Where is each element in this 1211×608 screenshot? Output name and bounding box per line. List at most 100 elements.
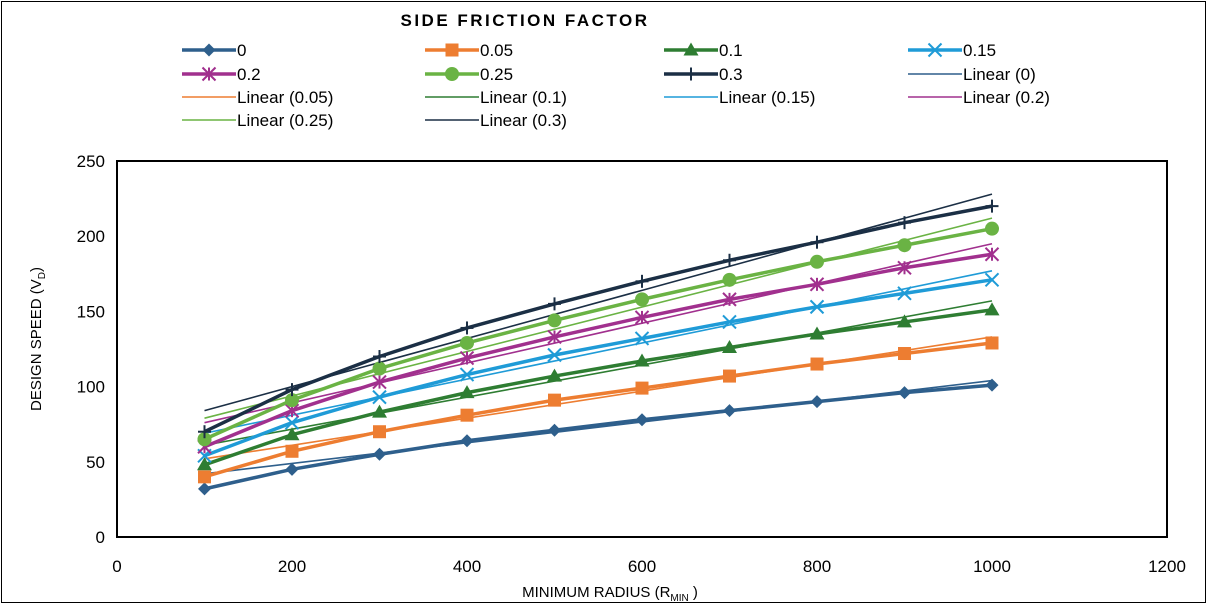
- data-point: [373, 447, 386, 461]
- data-point: [722, 339, 737, 353]
- data-point: [809, 326, 825, 340]
- data-point: [985, 221, 999, 236]
- legend-label: 0.1: [719, 41, 743, 60]
- y-axis-ticks: 0 50 100 150 200 250: [77, 152, 105, 547]
- data-point: [898, 347, 911, 361]
- data-point: [722, 314, 737, 330]
- data-point: [459, 350, 475, 366]
- series-line: [203, 204, 993, 434]
- data-point: [547, 347, 562, 363]
- x-tick-label: 600: [628, 557, 656, 576]
- data-point: [634, 353, 650, 367]
- x-tick-label: 0: [112, 557, 121, 576]
- data-point: [372, 374, 387, 390]
- data-point: [984, 302, 1000, 316]
- data-point: [723, 404, 736, 418]
- trendline: [204, 300, 993, 447]
- data-point: [984, 272, 1000, 288]
- data-point: [984, 247, 1000, 262]
- chart-title: SIDE FRICTION FACTOR: [401, 11, 650, 30]
- data-point: [635, 274, 649, 288]
- legend-label: Linear (0.3): [480, 111, 567, 130]
- data-point: [548, 393, 561, 407]
- data-point: [985, 199, 999, 213]
- data-point: [372, 361, 387, 376]
- legend-label: 0.3: [719, 65, 743, 84]
- legend-entry: Linear (0.3): [425, 111, 567, 130]
- legend-marker: [201, 66, 217, 82]
- data-point: [897, 238, 912, 253]
- legend-entry: Linear (0.1): [425, 88, 567, 107]
- series-0: [198, 378, 999, 496]
- legend-entry: 0.2: [182, 65, 261, 84]
- data-point: [897, 314, 912, 328]
- legend-label: 0.15: [963, 41, 996, 60]
- data-point: [285, 393, 299, 408]
- data-point: [198, 482, 211, 496]
- data-point: [459, 367, 475, 382]
- data-point: [284, 415, 300, 430]
- legend-label: 0.25: [480, 65, 513, 84]
- legend-marker: [445, 67, 459, 81]
- legend-label: Linear (0): [963, 65, 1036, 84]
- legend-entry: 0.15: [908, 41, 996, 60]
- legend-label: 0.2: [237, 65, 261, 84]
- x-tick-label: 800: [803, 557, 831, 576]
- series-line: [203, 278, 993, 458]
- series-3: [197, 272, 1000, 463]
- legend-marker: [445, 43, 459, 57]
- data-point: [722, 292, 737, 307]
- series-line: [203, 308, 993, 467]
- legend-label: Linear (0.1): [480, 88, 567, 107]
- series: [197, 199, 1000, 496]
- series-4: [197, 247, 1000, 454]
- trendline: [204, 336, 993, 460]
- data-point: [197, 432, 212, 447]
- data-point: [547, 313, 562, 328]
- y-tick-label: 50: [86, 453, 105, 472]
- data-point: [373, 350, 386, 364]
- series-line: [203, 226, 993, 441]
- data-point: [723, 369, 736, 383]
- legend-marker: [927, 42, 943, 58]
- legend-entry: 0.05: [425, 41, 513, 60]
- y-axis-label: DESIGN SPEED (VD): [28, 267, 48, 411]
- legend-entry: Linear (0.2): [908, 88, 1050, 107]
- y-tick-label: 250: [77, 152, 105, 171]
- data-point: [635, 381, 649, 395]
- series-2: [197, 302, 1000, 471]
- trendlines: [204, 193, 993, 475]
- data-point: [547, 368, 562, 382]
- data-point: [285, 444, 299, 458]
- data-point: [985, 336, 999, 350]
- data-point: [285, 462, 299, 476]
- data-point: [459, 385, 475, 399]
- legend-label: Linear (0.2): [963, 88, 1050, 107]
- legend-entry: 0.25: [425, 65, 513, 84]
- legend-entry: Linear (0.25): [182, 111, 333, 130]
- legend-label: 0: [237, 41, 246, 60]
- series-line: [203, 252, 993, 449]
- data-point: [285, 383, 299, 397]
- data-point: [548, 423, 561, 437]
- y-tick-label: 150: [77, 302, 105, 321]
- data-point: [372, 404, 387, 418]
- legend-marker: [202, 43, 216, 57]
- data-point: [810, 254, 824, 269]
- legend-entry: Linear (0.05): [182, 88, 333, 107]
- legend: 0 0.05 0.1 0.15 0.2 0.25 0.3 Linear (0) Linear (…: [182, 41, 1050, 130]
- series-5: [197, 221, 999, 447]
- data-point: [547, 329, 562, 345]
- data-point: [198, 425, 211, 439]
- legend-label: Linear (0.25): [237, 111, 333, 130]
- x-tick-label: 400: [453, 557, 481, 576]
- data-point: [985, 378, 999, 392]
- x-tick-label: 200: [278, 557, 306, 576]
- data-point: [284, 427, 300, 441]
- data-point: [809, 277, 825, 292]
- series-line: [204, 383, 993, 491]
- legend-label: Linear (0.05): [237, 88, 333, 107]
- legend-entry: 0.3: [664, 65, 743, 84]
